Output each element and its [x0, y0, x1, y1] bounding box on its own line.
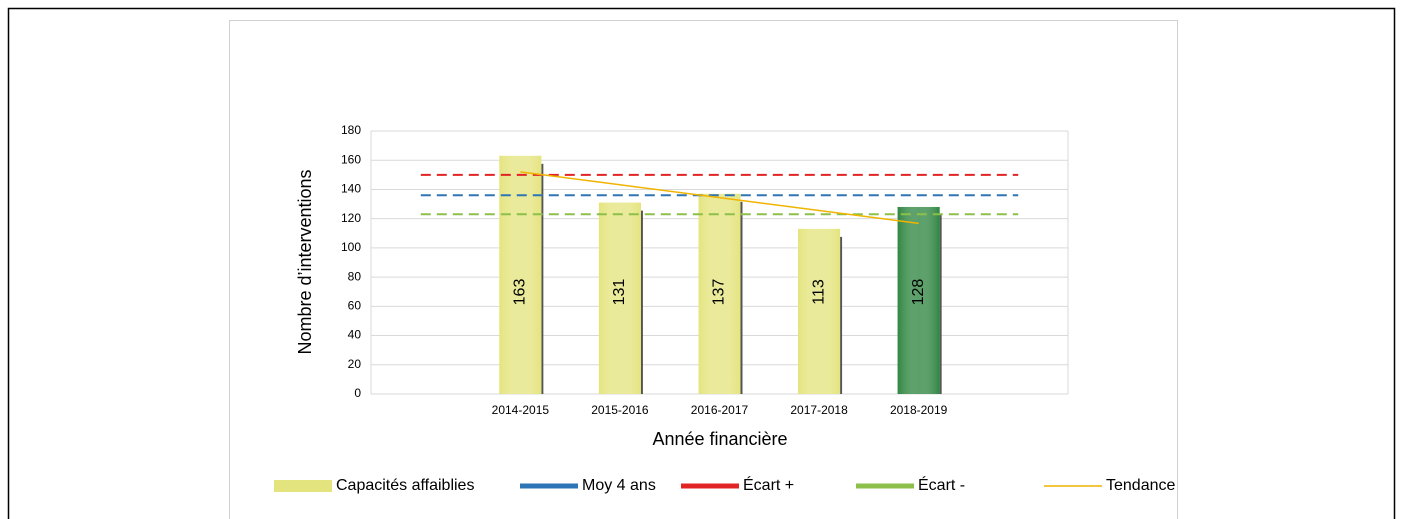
y-tick-label: 180: [341, 123, 361, 137]
data-label: 128: [910, 279, 927, 306]
x-tick-label: 2017-2018: [790, 403, 848, 417]
data-label: 113: [810, 279, 827, 305]
bar-shine: [698, 193, 741, 394]
data-label: 137: [711, 279, 728, 306]
legend-label: Écart -: [918, 475, 965, 494]
x-tick-label: 2015-2016: [591, 403, 649, 417]
y-tick-label: 20: [348, 357, 362, 371]
y-tick-label: 160: [341, 152, 361, 166]
bar-shadow: [840, 236, 843, 394]
x-tick-label: 2018-2019: [890, 403, 948, 417]
line-series: [520, 171, 919, 225]
outer-frame: [7, 7, 1396, 519]
bar-shine: [598, 202, 641, 394]
bar-shadow: [541, 163, 544, 394]
y-tick-label: 100: [341, 240, 361, 254]
legend-label: Moy 4 ans: [582, 477, 656, 494]
bar-shadow: [640, 210, 643, 394]
legend-label: Écart +: [743, 475, 794, 494]
y-tick-label: 60: [348, 299, 362, 313]
y-tick-label: 140: [341, 182, 361, 196]
y-tick-label: 80: [348, 269, 362, 283]
data-label: 131: [611, 279, 628, 306]
data-label: 163: [512, 279, 529, 306]
x-tick-label: 2014-2015: [492, 403, 550, 417]
y-axis-title: Nombre d’interventions: [295, 169, 315, 354]
x-tick-label: 2016-2017: [691, 403, 749, 417]
legend-label: Tendance: [1106, 477, 1175, 494]
bar-shine: [499, 155, 542, 394]
bar-shadow: [740, 201, 743, 394]
bar-shine: [798, 228, 841, 394]
legend-swatch: [274, 480, 332, 492]
y-tick-label: 40: [348, 328, 362, 342]
x-axis-title: Année financière: [652, 429, 787, 449]
legend-label: Capacités affaiblies: [336, 477, 474, 494]
bar-shine: [897, 206, 940, 394]
bar-shadow: [939, 214, 942, 394]
y-tick-label: 0: [354, 386, 361, 400]
y-tick-label: 120: [341, 211, 361, 225]
